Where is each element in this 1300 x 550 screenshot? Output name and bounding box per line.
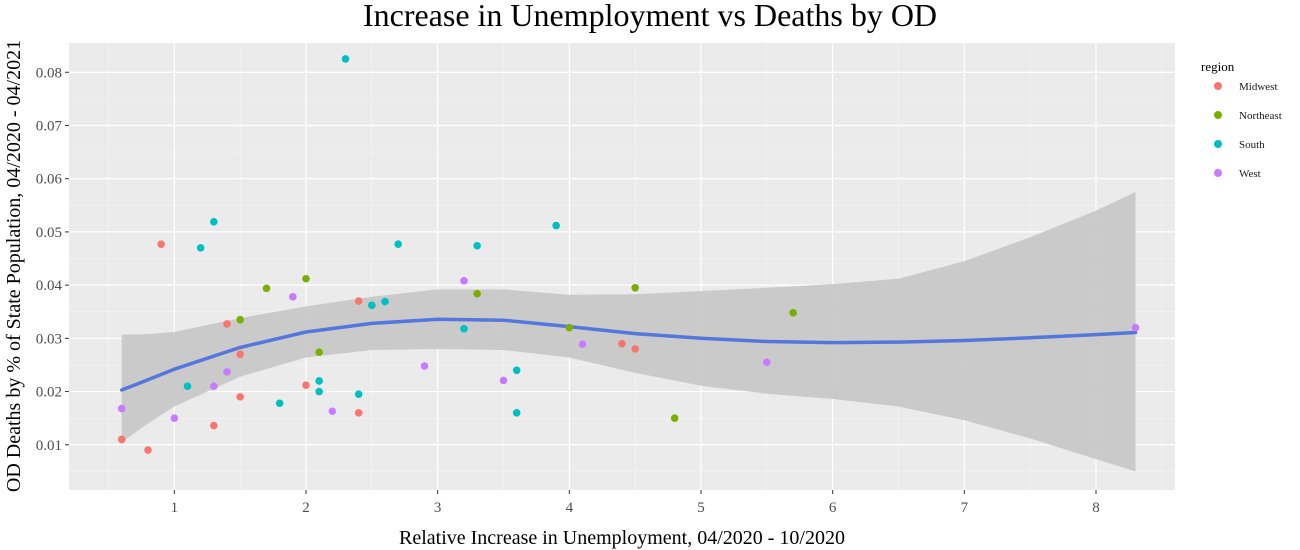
legend-label: Midwest	[1239, 81, 1278, 93]
point-midwest	[302, 381, 310, 389]
point-south	[196, 244, 205, 252]
point-midwest	[631, 345, 639, 353]
point-west	[223, 368, 231, 376]
point-south	[315, 377, 323, 385]
point-south	[354, 390, 363, 399]
y-axis-ticks: 0.01 0.02 0.03 0.04 0.05 0.06 0.07 0.08	[36, 65, 69, 454]
x-tick-label: 7	[961, 500, 969, 516]
point-midwest	[144, 446, 152, 454]
x-tick-label: 8	[1092, 500, 1100, 516]
point-west	[460, 277, 468, 285]
point-south	[512, 366, 521, 375]
legend-key-west	[1214, 169, 1222, 177]
point-midwest	[354, 297, 363, 305]
x-tick-label: 1	[171, 500, 179, 516]
x-tick-label: 3	[434, 500, 442, 516]
point-south	[460, 324, 468, 333]
point-west	[1131, 323, 1140, 332]
point-midwest	[236, 393, 244, 401]
point-west	[289, 293, 297, 301]
legend-label: Northeast	[1239, 110, 1282, 122]
y-tick-label: 0.08	[36, 65, 62, 81]
point-northeast	[315, 348, 323, 356]
point-west	[210, 382, 218, 391]
point-west	[170, 414, 179, 422]
point-midwest	[157, 240, 165, 248]
legend-label: West	[1239, 168, 1261, 180]
point-northeast	[631, 283, 639, 292]
y-tick-label: 0.07	[36, 118, 63, 134]
point-midwest	[236, 350, 244, 359]
point-west	[117, 404, 126, 413]
data-points	[117, 55, 1140, 454]
y-tick-label: 0.03	[36, 331, 62, 347]
legend-key-midwest	[1214, 82, 1222, 90]
x-tick-label: 6	[829, 500, 837, 516]
point-northeast	[670, 414, 679, 422]
x-axis-title: Relative Increase in Unemployment, 04/20…	[399, 527, 845, 549]
point-south	[381, 297, 389, 306]
legend: region Midwest Northeast South West	[1201, 59, 1282, 180]
y-tick-label: 0.02	[36, 385, 62, 401]
legend-key-south	[1214, 140, 1222, 148]
point-south	[368, 301, 376, 310]
point-south	[210, 218, 218, 226]
y-tick-label: 0.04	[36, 278, 63, 294]
smooth-line	[119, 317, 1138, 392]
point-northeast	[473, 289, 481, 298]
x-tick-label: 4	[566, 500, 574, 516]
point-west	[763, 358, 771, 367]
point-south	[394, 240, 402, 248]
y-tick-label: 0.06	[36, 172, 63, 188]
point-midwest	[618, 339, 626, 348]
x-tick-label: 2	[302, 500, 310, 516]
y-tick-label: 0.01	[36, 438, 62, 454]
point-northeast	[236, 315, 244, 324]
legend-title: region	[1201, 59, 1235, 74]
point-south	[183, 382, 192, 391]
legend-label: South	[1239, 139, 1265, 151]
point-midwest	[223, 320, 231, 328]
point-west	[578, 340, 587, 348]
x-axis-ticks: 1 2 3 4 5 6 7 8	[171, 490, 1100, 516]
point-midwest	[354, 409, 363, 417]
point-northeast	[302, 274, 310, 283]
chart-title: Increase in Unemployment vs Deaths by OD	[363, 0, 937, 33]
point-south	[315, 387, 323, 396]
point-midwest	[210, 421, 218, 430]
point-south	[341, 55, 350, 63]
point-northeast	[262, 284, 271, 293]
x-tick-label: 5	[697, 500, 705, 516]
point-midwest	[117, 435, 126, 444]
point-south	[473, 241, 481, 250]
y-tick-label: 0.05	[36, 225, 62, 241]
point-northeast	[789, 308, 797, 317]
point-northeast	[565, 323, 574, 332]
point-south	[275, 399, 284, 408]
legend-key-northeast	[1214, 111, 1222, 119]
point-west	[499, 376, 508, 385]
point-west	[420, 362, 429, 370]
point-south	[512, 409, 521, 417]
y-axis-title: OD Deaths by % of State Population, 04/2…	[3, 40, 25, 492]
point-west	[328, 407, 337, 416]
point-south	[552, 221, 560, 230]
